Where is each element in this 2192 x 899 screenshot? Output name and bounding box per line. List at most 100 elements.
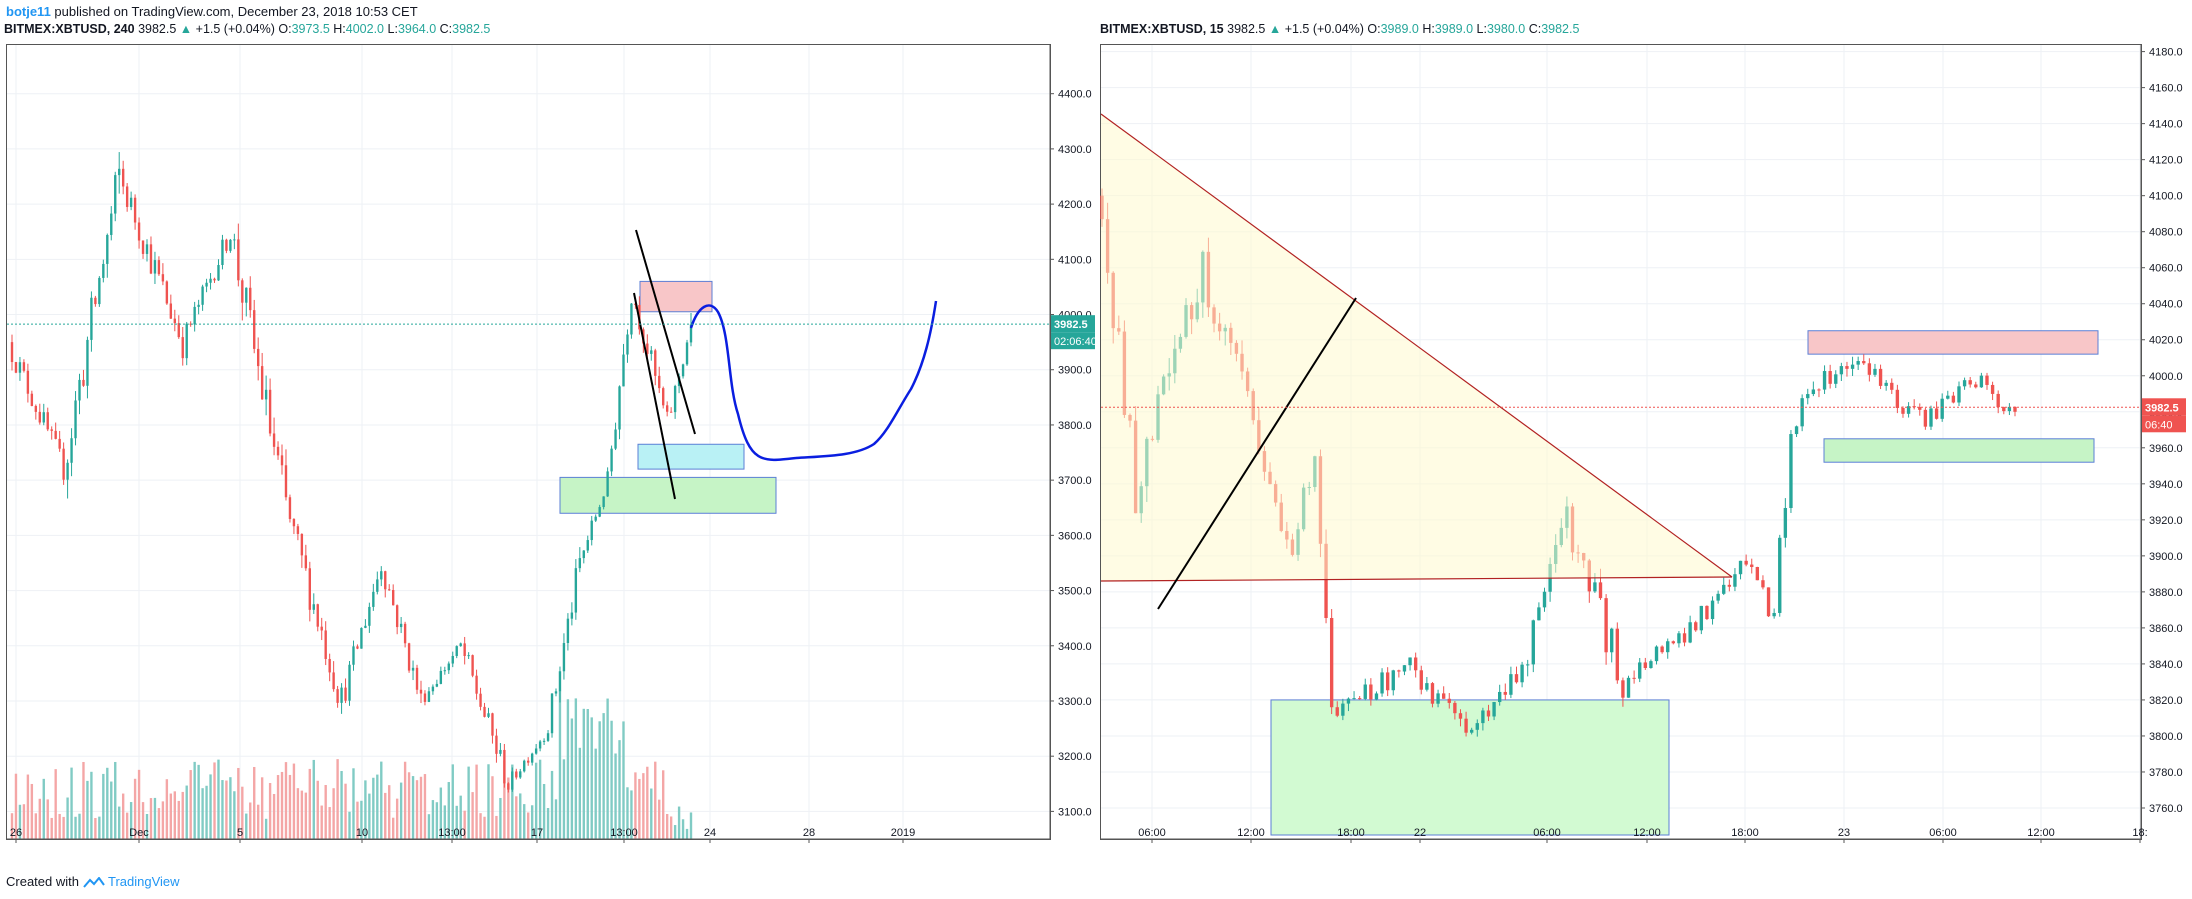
candle	[570, 602, 574, 626]
volume-bar	[145, 813, 149, 839]
footer-brand[interactable]: TradingView	[108, 874, 180, 889]
candle	[455, 645, 458, 659]
candle	[221, 234, 224, 270]
change-arrow-icon: ▲	[179, 22, 193, 36]
volume-bar	[272, 793, 276, 839]
y-tick-label: 4100.0	[1058, 254, 1092, 266]
volume-bar	[54, 769, 57, 839]
candle	[1817, 388, 1821, 398]
candle	[46, 407, 49, 432]
candle	[110, 206, 113, 241]
zone-demand	[1823, 438, 2095, 463]
chart-4h[interactable]: 3100.0 3200.0 3300.0 3400.0 3500.0 3600.0 3700…	[6, 44, 1096, 844]
volume-bar	[578, 747, 582, 839]
candle	[1503, 683, 1507, 700]
volume-bar	[582, 708, 585, 839]
candle	[527, 757, 530, 766]
volume-bar	[558, 691, 562, 839]
candle	[2002, 406, 2006, 415]
volume-bar	[189, 770, 192, 839]
volume-bar	[185, 785, 188, 839]
volume-bar	[201, 788, 204, 839]
candle	[205, 278, 208, 293]
candle	[233, 233, 236, 250]
author-link[interactable]: botje11	[6, 4, 51, 19]
candle	[74, 391, 77, 446]
volume-bar	[62, 816, 65, 839]
volume-bar	[546, 807, 550, 839]
open-label: O:	[278, 22, 292, 36]
candle	[507, 782, 510, 793]
candle	[320, 617, 323, 641]
x-tick-label: 17	[531, 827, 543, 839]
candle	[1873, 363, 1877, 377]
volume-bar	[415, 780, 419, 839]
candle	[1610, 627, 1614, 663]
candle	[1402, 665, 1407, 676]
x-tick-label: 2019	[891, 827, 915, 839]
candle	[292, 518, 296, 535]
candle	[411, 660, 415, 681]
candle	[1974, 381, 1978, 389]
candle	[1778, 534, 1782, 617]
candle	[10, 334, 14, 371]
candle	[630, 302, 633, 339]
zones	[559, 280, 777, 514]
volume-bar	[42, 778, 45, 839]
candle	[102, 259, 105, 283]
volume-bar	[527, 812, 530, 839]
candle	[201, 284, 204, 311]
volume-bar	[340, 771, 343, 839]
publish-text: published on TradingView.com, December 2…	[50, 4, 418, 19]
volume-bar	[654, 761, 657, 839]
volume-bar	[507, 777, 510, 839]
trend-line	[1157, 297, 1357, 610]
volume-bar	[360, 800, 363, 839]
volume-bar	[542, 784, 546, 839]
volume-bar	[149, 798, 153, 839]
candle	[268, 378, 272, 437]
candle	[1710, 596, 1715, 625]
volume-bar	[550, 770, 554, 839]
y-tick-label: 3900.0	[1058, 365, 1092, 377]
volume-bar	[276, 775, 280, 839]
drawings	[1100, 113, 1733, 610]
candle	[586, 535, 589, 553]
candle	[332, 661, 335, 692]
candle	[538, 739, 542, 752]
candle	[1946, 390, 1950, 400]
chart-15m[interactable]: 3760.0 3780.0 3800.0 3820.0 3840.0 3860.0 3880…	[1100, 44, 2192, 844]
close-label: C:	[1528, 22, 1542, 36]
candle	[276, 441, 280, 460]
candle	[487, 707, 490, 719]
candle	[70, 428, 73, 477]
x-tick-label: 18:00	[1337, 827, 1365, 839]
candle	[2007, 403, 2012, 416]
volume-bar	[213, 762, 216, 839]
x-tick-label: 18:00	[1731, 827, 1759, 839]
candle	[1895, 384, 1900, 414]
candle	[483, 702, 486, 718]
candle	[1447, 692, 1451, 709]
candle	[403, 621, 407, 648]
tradingview-logo-icon	[82, 875, 105, 888]
candle	[578, 547, 582, 573]
countdown-tag: 06:40	[2142, 415, 2186, 433]
candle	[1660, 645, 1664, 654]
candle	[245, 287, 248, 317]
y-tick-label: 3600.0	[1058, 530, 1092, 542]
candle	[582, 550, 585, 564]
y-tick-label: 4000.0	[2149, 371, 2183, 383]
candle	[594, 514, 597, 523]
candle	[1380, 668, 1384, 697]
candle	[1531, 619, 1535, 673]
volume-bar	[193, 761, 196, 839]
candle	[1632, 670, 1636, 684]
zone-supply	[639, 280, 713, 313]
candle	[157, 256, 161, 276]
volume-bar	[534, 762, 538, 839]
candle	[479, 687, 482, 711]
volume-bar	[677, 806, 681, 839]
candle	[503, 743, 506, 788]
price-axis: 3760.0 3780.0 3800.0 3820.0 3840.0 3860.0 3880…	[2141, 47, 2183, 815]
